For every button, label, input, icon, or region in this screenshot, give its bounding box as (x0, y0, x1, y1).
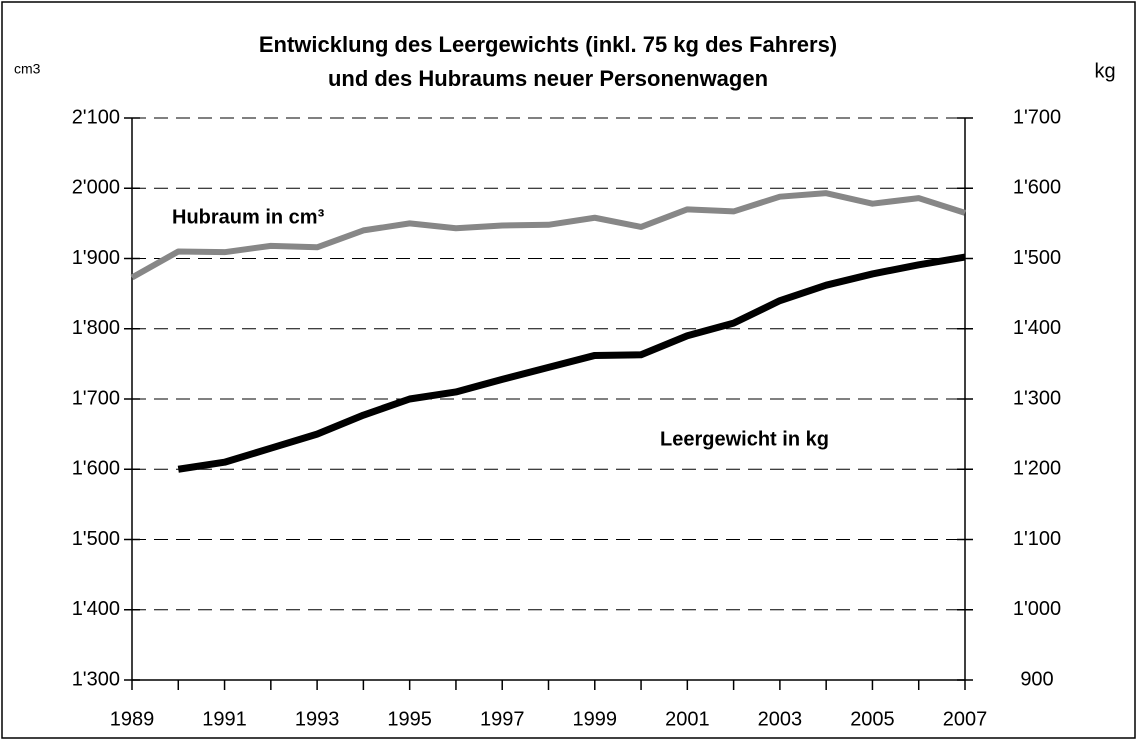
y2-tick-label: 900 (1020, 668, 1053, 690)
x-tick-label: 2003 (758, 708, 803, 730)
y-axis-unit: cm3 (14, 61, 41, 77)
y-tick-label: 1'700 (72, 387, 120, 409)
line-series (177, 253, 966, 473)
y2-axis-unit: kg (1094, 60, 1115, 82)
y2-tick-label: 1'600 (1013, 177, 1061, 199)
y-tick-label: 1'400 (72, 598, 120, 620)
x-tick-label: 1991 (202, 708, 247, 730)
y2-tick-label: 1'000 (1013, 598, 1061, 620)
y2-tick-label: 1'700 (1013, 106, 1061, 128)
series-label: Leergewicht in kg (660, 428, 829, 450)
x-tick-label: 2001 (665, 708, 710, 730)
x-tick-label: 1997 (480, 708, 525, 730)
x-tick-label: 1995 (387, 708, 432, 730)
y-tick-label: 1'500 (72, 528, 120, 550)
y-tick-label: 1'900 (72, 247, 120, 269)
y2-tick-label: 1'300 (1013, 387, 1061, 409)
y2-tick-label: 1'400 (1013, 317, 1061, 339)
x-tick-label: 2007 (943, 708, 988, 730)
x-tick-label: 2005 (850, 708, 895, 730)
y-tick-label: 2'000 (72, 177, 120, 199)
chart-title: Entwicklung des Leergewichts (inkl. 75 k… (259, 32, 837, 57)
y-tick-label: 1'600 (72, 458, 120, 480)
y2-tick-label: 1'100 (1013, 528, 1061, 550)
x-tick-label: 1989 (110, 708, 155, 730)
y-tick-label: 1'300 (72, 668, 120, 690)
chart-title: und des Hubraums neuer Personenwagen (328, 66, 768, 91)
line-series (130, 190, 966, 281)
y-tick-label: 2'100 (72, 106, 120, 128)
y-tick-label: 1'800 (72, 317, 120, 339)
series-label: Hubraum in cm³ (172, 206, 325, 228)
x-tick-label: 1999 (573, 708, 618, 730)
x-tick-label: 1993 (295, 708, 340, 730)
y2-tick-label: 1'200 (1013, 458, 1061, 480)
y2-tick-label: 1'500 (1013, 247, 1061, 269)
